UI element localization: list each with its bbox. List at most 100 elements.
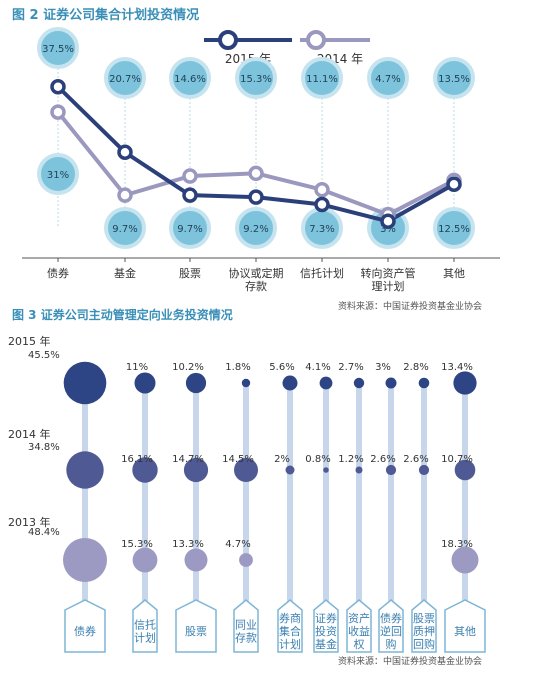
fig2-point-s0-4 — [314, 196, 330, 213]
fig2-point-s0-0 — [50, 79, 66, 95]
fig3-tag-label-5-1: 投资 — [315, 624, 337, 638]
fig3-bubble-s0-2 — [185, 372, 207, 394]
fig3-value-s0-9: 13.4% — [441, 362, 473, 373]
fig3-tag-1 — [132, 599, 158, 653]
legend-2015-marker — [218, 30, 238, 50]
fig3-tag-label-4-0: 券商 — [279, 611, 301, 625]
fig2-bubble-label-1-s0: 20.7% — [109, 74, 141, 85]
fig2-bubble-2-s1 — [169, 57, 211, 99]
fig3-value-s1-4: 2% — [274, 454, 290, 465]
fig3-bubble-s1-8 — [418, 464, 430, 476]
fig3-value-s2-3: 4.7% — [225, 539, 250, 550]
fig2-bubble-6-s0 — [433, 207, 475, 249]
fig3-tag-5 — [313, 599, 339, 653]
fig3-tag-label-8-2: 回购 — [413, 637, 435, 651]
fig3-tag-label-2-0: 股票 — [185, 625, 207, 638]
fig3-tag-label-6-2: 权 — [354, 638, 365, 651]
fig2-xlabel-2-0: 股票 — [179, 267, 201, 280]
fig3-bubble-s1-4 — [285, 465, 295, 475]
fig3-bubble-s1-0 — [66, 451, 104, 489]
fig3-tag-label-7-0: 债券 — [380, 611, 402, 625]
fig2-value-bubbles: 37.5% 31% 20.7% 9.7% 14.6% 9.7% 15.3% 9.2% 11.1%… — [37, 27, 475, 249]
fig3-tag-label-9-0: 其他 — [454, 625, 476, 638]
fig2-point-s1-4 — [314, 181, 330, 198]
fig3-bubble-s2-1 — [132, 547, 158, 573]
fig2-bubble-label-4-s1: 11.1% — [306, 74, 338, 85]
fig3-tag-label-1-0: 信托 — [134, 618, 156, 632]
fig3-tag-label-6-1: 收益 — [348, 624, 370, 638]
fig2-bubble-label-3-s1: 15.3% — [240, 74, 272, 85]
fig2-bubble-label-3-s0: 9.2% — [243, 224, 268, 235]
fig3-tag-label-0-0: 债券 — [74, 624, 96, 638]
fig3-bubble-s0-8 — [418, 377, 430, 389]
fig2-bubble-0-s0 — [37, 27, 79, 69]
fig2-bubble-label-5-s1: 4.7% — [375, 74, 400, 85]
fig3-value-s1-7: 2.6% — [370, 454, 395, 465]
fig2-bubble-label-0-s0: 37.5% — [42, 44, 74, 55]
fig2-bubble-label-0-s1: 31% — [47, 170, 69, 181]
fig2-bubble-3-s1 — [235, 57, 277, 99]
fig3-tag-label-3-1: 存款 — [235, 631, 257, 645]
fig3-year-2014: 2014 年 — [8, 427, 51, 441]
fig2-xlabel-6-0: 其他 — [443, 267, 465, 280]
fig2-bubble-6-s1 — [433, 57, 475, 99]
fig2-point-s0-2 — [182, 187, 198, 203]
fig3-bubble-s1-6 — [355, 466, 363, 474]
fig2-xlabel-0-0: 债券 — [47, 266, 69, 280]
fig3-tag-label-8-0: 股票 — [413, 612, 435, 625]
fig2-legend: 2015 年 2014 年 — [204, 30, 370, 66]
fig3-bubble-s1-3 — [234, 458, 258, 482]
fig3-tag-label-5-0: 证券 — [315, 611, 337, 625]
fig3-title: 图 3 证券公司主动管理定向业务投资情况 — [12, 307, 233, 322]
fig2-bubble-4-s1 — [301, 57, 343, 99]
fig3-value-s0-2: 10.2% — [172, 362, 204, 373]
fig3-value-s1-0: 34.8% — [28, 442, 60, 453]
fig3-bubble-s1-5 — [323, 467, 329, 473]
fig3-bubble-s2-2 — [184, 548, 208, 572]
fig3-bubble-s0-6 — [353, 377, 365, 389]
fig3-tag-label-4-2: 计划 — [279, 638, 301, 651]
fig3-bubble-s0-3 — [241, 378, 251, 388]
fig2-title: 图 2 证券公司集合计划投资情况 — [12, 7, 199, 23]
fig2-bubble-3-s0 — [235, 207, 277, 249]
fig3-year-2013: 2013 年 — [8, 515, 51, 529]
fig3-value-s0-8: 2.8% — [403, 362, 428, 373]
fig2-plot-area — [50, 79, 462, 230]
fig3-value-s0-7: 3% — [375, 362, 391, 373]
fig3-value-s2-9: 18.3% — [441, 539, 473, 550]
fig2-point-s0-5 — [380, 213, 396, 230]
legend-2014-marker — [306, 30, 326, 50]
fig2-point-s0-6 — [446, 176, 462, 192]
fig3-value-s0-1: 11% — [126, 362, 148, 373]
fig2-xlabel-5-1: 理计划 — [372, 280, 405, 293]
fig3-tag-label-4-1: 集合 — [279, 624, 301, 638]
fig3-category-tags: 债券 信托计划 股票 同业存款券商集合计划证券投资基金资产收益权债券逆回购股票质押回购… — [64, 599, 486, 653]
fig2-xlabel-3-1: 存款 — [245, 279, 267, 293]
fig2-xlabel-5-0: 转向资产管 — [361, 266, 416, 280]
fig2-point-s1-1 — [117, 187, 133, 203]
fig3-tag-2 — [175, 599, 217, 653]
fig3-value-s1-3: 14.5% — [222, 454, 254, 465]
fig2-bubble-label-2-s0: 9.7% — [177, 224, 202, 235]
fig3-tag-0 — [64, 599, 106, 653]
fig2-point-s1-3 — [248, 165, 264, 182]
fig3-source: 资料来源：中国证券投资基金业协会 — [338, 655, 482, 667]
fig3-value-s1-6: 1.2% — [338, 454, 363, 465]
fig3-bubble-s0-5 — [319, 376, 333, 390]
fig3-bubble-s1-1 — [132, 457, 158, 483]
fig3-value-s1-9: 10.7% — [441, 454, 473, 465]
fig3-tag-8 — [411, 599, 437, 653]
fig3-tag-7 — [378, 599, 404, 653]
fig2-bubble-1-s1 — [104, 207, 146, 249]
fig3-value-s1-2: 14.7% — [172, 454, 204, 465]
fig2-xlabel-3-0: 协议或定期 — [229, 266, 284, 280]
fig2-bubble-label-6-s0: 12.5% — [438, 224, 470, 235]
fig3-tag-label-6-0: 资产 — [348, 611, 370, 625]
fig3-tag-3 — [233, 599, 259, 653]
fig3-tag-label-1-1: 计划 — [134, 632, 156, 645]
fig3-bubble-s0-1 — [134, 372, 156, 394]
fig2-bubble-1-s0 — [104, 57, 146, 99]
